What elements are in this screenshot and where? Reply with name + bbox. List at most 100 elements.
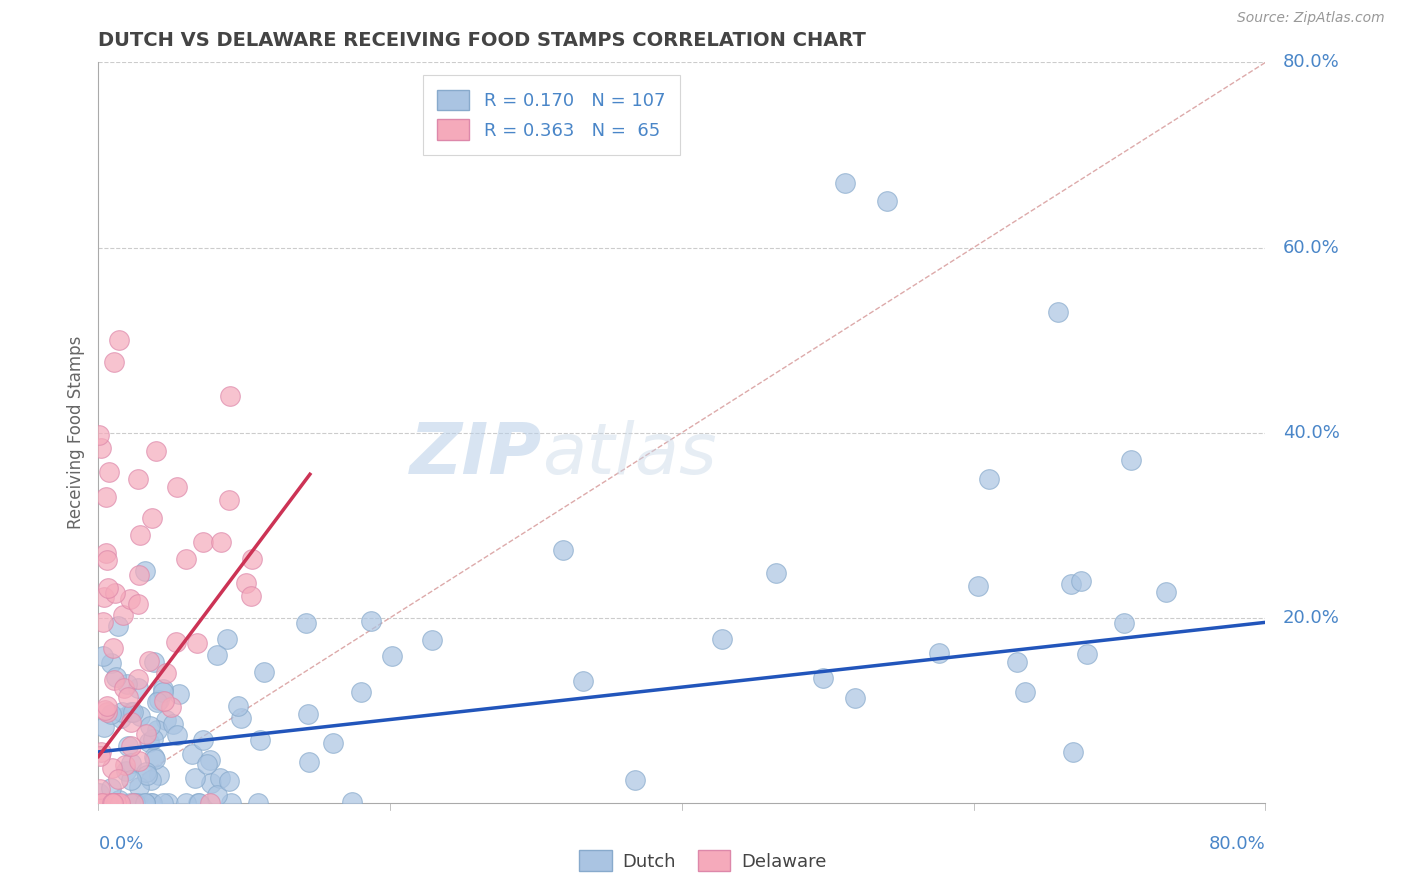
Point xyxy=(145,695,167,709)
Point xyxy=(1070,574,1092,588)
Point xyxy=(167,687,190,701)
Point xyxy=(294,616,316,631)
Text: 20.0%: 20.0% xyxy=(1282,608,1340,627)
Point xyxy=(128,796,150,810)
Point xyxy=(360,615,382,629)
Point xyxy=(834,176,856,190)
Point xyxy=(114,764,136,779)
Point xyxy=(91,796,114,810)
Point xyxy=(187,796,209,810)
Point xyxy=(87,786,110,800)
Point xyxy=(96,796,118,810)
Point xyxy=(97,796,120,810)
Point xyxy=(96,705,118,719)
Point xyxy=(104,796,127,810)
Point xyxy=(100,707,122,722)
Point xyxy=(127,681,149,695)
Point xyxy=(1154,585,1177,599)
Point xyxy=(155,713,177,727)
Point xyxy=(165,635,187,649)
Point xyxy=(186,636,208,650)
Point xyxy=(115,677,138,691)
Point xyxy=(97,581,120,595)
Point xyxy=(134,796,156,810)
Point xyxy=(1062,745,1084,759)
Point xyxy=(103,796,125,810)
Point xyxy=(104,586,127,600)
Point xyxy=(128,568,150,582)
Point xyxy=(240,590,263,604)
Point xyxy=(246,796,269,810)
Point xyxy=(91,615,114,629)
Point xyxy=(89,781,111,796)
Point xyxy=(876,194,898,209)
Point xyxy=(90,441,112,455)
Point xyxy=(143,655,166,669)
Text: DUTCH VS DELAWARE RECEIVING FOOD STAMPS CORRELATION CHART: DUTCH VS DELAWARE RECEIVING FOOD STAMPS … xyxy=(98,30,866,50)
Point xyxy=(136,768,159,782)
Point xyxy=(152,684,174,698)
Point xyxy=(128,780,150,794)
Point xyxy=(381,648,404,663)
Point xyxy=(623,773,645,788)
Point xyxy=(96,552,118,566)
Legend: R = 0.170   N = 107, R = 0.363   N =  65: R = 0.170 N = 107, R = 0.363 N = 65 xyxy=(423,75,681,155)
Point xyxy=(181,747,204,762)
Point xyxy=(117,690,139,705)
Point xyxy=(91,649,114,664)
Point xyxy=(166,480,188,494)
Point xyxy=(135,765,157,780)
Point xyxy=(90,796,112,810)
Point xyxy=(120,714,142,729)
Point xyxy=(176,552,198,566)
Point xyxy=(571,673,593,688)
Text: 80.0%: 80.0% xyxy=(1209,835,1265,853)
Point xyxy=(100,760,122,774)
Point xyxy=(89,428,111,442)
Point xyxy=(107,619,129,633)
Point xyxy=(215,632,238,646)
Point xyxy=(195,757,218,772)
Point xyxy=(103,641,125,656)
Point xyxy=(1014,685,1036,699)
Point xyxy=(205,789,228,803)
Point xyxy=(162,717,184,731)
Point xyxy=(94,491,117,505)
Point xyxy=(152,694,174,708)
Point xyxy=(166,727,188,741)
Point xyxy=(1060,577,1083,591)
Point xyxy=(139,773,162,788)
Point xyxy=(322,736,344,750)
Point xyxy=(350,684,373,698)
Point xyxy=(209,535,232,549)
Point xyxy=(103,796,125,810)
Point xyxy=(128,528,150,542)
Point xyxy=(176,796,198,810)
Point xyxy=(125,796,148,810)
Text: atlas: atlas xyxy=(541,420,717,490)
Point xyxy=(94,703,117,717)
Text: 60.0%: 60.0% xyxy=(1282,238,1340,257)
Point xyxy=(141,510,163,524)
Point xyxy=(93,590,115,604)
Point xyxy=(205,648,228,663)
Point xyxy=(928,646,950,660)
Point xyxy=(155,666,177,681)
Point xyxy=(110,711,132,725)
Point xyxy=(139,719,162,733)
Point xyxy=(128,754,150,768)
Point xyxy=(120,772,142,787)
Point xyxy=(187,796,209,810)
Point xyxy=(967,579,990,593)
Point xyxy=(134,564,156,578)
Point xyxy=(297,707,319,722)
Point xyxy=(135,727,157,741)
Point xyxy=(1121,453,1143,467)
Point xyxy=(553,543,575,558)
Point xyxy=(120,705,142,719)
Point xyxy=(97,466,120,480)
Point xyxy=(124,796,146,810)
Point xyxy=(844,691,866,706)
Point xyxy=(198,796,221,810)
Point xyxy=(129,709,152,723)
